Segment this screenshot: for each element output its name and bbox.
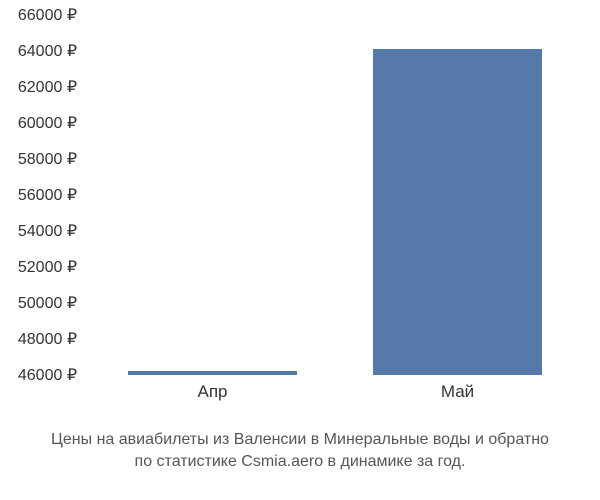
y-tick-label: 48000 ₽: [18, 329, 77, 349]
y-tick-label: 52000 ₽: [18, 257, 77, 277]
y-tick-label: 64000 ₽: [18, 41, 77, 61]
chart-plot-area: [90, 15, 580, 375]
y-tick-label: 50000 ₽: [18, 293, 77, 313]
y-tick-label: 58000 ₽: [18, 149, 77, 169]
x-axis-labels: Апр Май: [90, 382, 580, 407]
x-tick-label: Май: [441, 382, 474, 402]
y-tick-label: 54000 ₽: [18, 221, 77, 241]
x-tick-label: Апр: [198, 382, 228, 402]
y-tick-label: 62000 ₽: [18, 77, 77, 97]
bars-container: [90, 15, 580, 375]
y-tick-label: 60000 ₽: [18, 113, 77, 133]
y-axis: 46000 ₽48000 ₽50000 ₽52000 ₽54000 ₽56000…: [0, 15, 85, 375]
chart-caption-line2: по статистике Csmia.aero в динамике за г…: [0, 452, 600, 473]
bar: [128, 371, 297, 375]
bar: [373, 49, 542, 375]
y-tick-label: 46000 ₽: [18, 365, 77, 385]
y-tick-label: 66000 ₽: [18, 5, 77, 25]
y-tick-label: 56000 ₽: [18, 185, 77, 205]
chart-caption-line1: Цены на авиабилеты из Валенсии в Минерал…: [0, 430, 600, 451]
